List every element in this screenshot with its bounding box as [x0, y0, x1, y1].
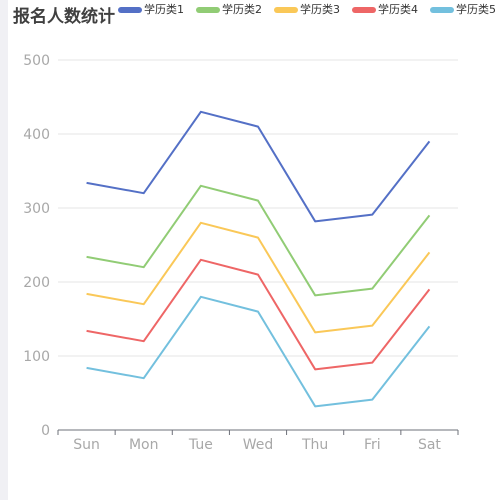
- y-tick-label: 400: [23, 127, 50, 143]
- legend-swatch: [118, 7, 142, 13]
- x-tick-label: Sat: [418, 437, 441, 453]
- x-tick-label: Wed: [243, 437, 274, 453]
- x-tick-label: Tue: [188, 437, 213, 453]
- legend-label: 学历类4: [378, 3, 418, 16]
- y-tick-label: 0: [41, 423, 50, 439]
- x-tick-label: Sun: [73, 437, 100, 453]
- left-edge-strip: [0, 0, 8, 500]
- legend-swatch: [352, 7, 376, 13]
- legend-label: 学历类2: [222, 3, 262, 16]
- series-line-4: [86, 258, 431, 371]
- chart-legend: 学历类1 学历类2 学历类3 学历类4 学历类5: [118, 3, 500, 17]
- legend-label: 学历类1: [144, 3, 184, 16]
- y-tick-label: 100: [23, 349, 50, 365]
- legend-label: 学历类5: [456, 3, 496, 16]
- x-tick-label: Mon: [129, 437, 159, 453]
- legend-swatch: [274, 7, 298, 13]
- legend-swatch: [430, 7, 454, 13]
- x-tick-label: Fri: [364, 437, 381, 453]
- y-tick-label: 500: [23, 53, 50, 69]
- series-line-3: [86, 221, 431, 334]
- y-tick-label: 300: [23, 201, 50, 217]
- x-tick-label: Thu: [301, 437, 328, 453]
- series-line-1: [86, 110, 431, 223]
- series-line-2: [86, 184, 431, 297]
- chart-title: 报名人数统计: [13, 7, 115, 27]
- series-line-5: [86, 295, 431, 408]
- legend-label: 学历类3: [300, 3, 340, 16]
- y-tick-label: 200: [23, 275, 50, 291]
- legend-swatch: [196, 7, 220, 13]
